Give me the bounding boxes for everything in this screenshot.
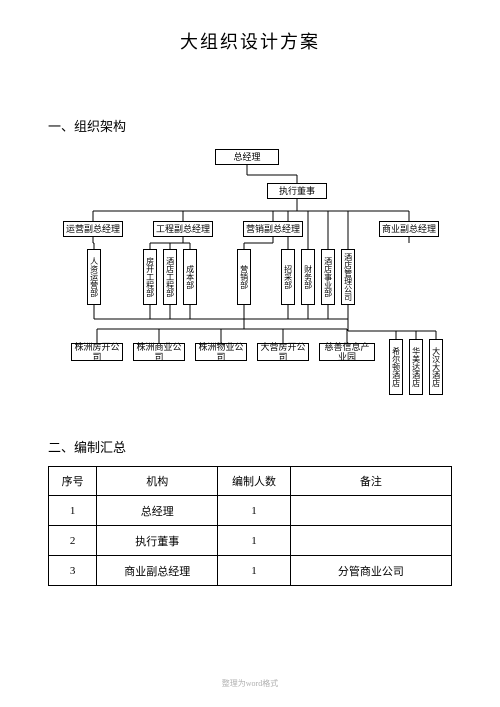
- page-title: 大组织设计方案: [0, 0, 500, 54]
- org-node-h2: 华美达酒店: [409, 339, 423, 395]
- org-node-d_proc: 招采部: [281, 249, 295, 305]
- org-node-d_hotelEng: 酒店工程部: [163, 249, 177, 305]
- table-cell: 商业副总经理: [97, 556, 218, 586]
- org-node-vp_mkt: 营销副总经理: [243, 221, 303, 237]
- section-1-heading: 一、组织架构: [48, 116, 500, 135]
- table-cell: 3: [49, 556, 97, 586]
- org-node-d_sales: 营销部: [237, 249, 251, 305]
- table-cell: 1: [218, 556, 291, 586]
- org-node-vp_eng: 工程副总经理: [153, 221, 213, 237]
- org-node-d_fin: 财务部: [301, 249, 315, 305]
- org-node-d_rest: 房开工程部: [143, 249, 157, 305]
- table-row: 3商业副总经理1分管商业公司: [49, 556, 452, 586]
- table-cell: 1: [49, 496, 97, 526]
- org-node-c5: 慈善信息产业园: [319, 343, 375, 361]
- org-node-h1: 希尔顿酒店: [389, 339, 403, 395]
- org-node-d_hr: 人资运营部: [87, 249, 101, 305]
- page-footer: 整理为word格式: [0, 678, 500, 689]
- org-node-c4: 大营房开公司: [257, 343, 309, 361]
- table-cell: 执行董事: [97, 526, 218, 556]
- table-row: 2执行董事1: [49, 526, 452, 556]
- col-remark: 备注: [290, 467, 451, 496]
- org-node-h3: 大汉大酒店: [429, 339, 443, 395]
- org-chart: 总经理执行董事运营副总经理 工程副总经理 营销副总经理 商业副总经理人资运营部 房开工程…: [45, 143, 455, 423]
- table-cell: 1: [218, 496, 291, 526]
- table-cell: 总经理: [97, 496, 218, 526]
- org-node-d_hotelBiz: 酒店事业部: [321, 249, 335, 305]
- table-cell: [290, 496, 451, 526]
- org-node-c2: 株洲商业公司: [133, 343, 185, 361]
- org-node-ed: 执行董事: [267, 183, 327, 199]
- org-node-d_hotelMgmt: 酒店管理公司: [341, 249, 355, 305]
- col-org: 机构: [97, 467, 218, 496]
- org-node-d_cost: 成本部: [183, 249, 197, 305]
- org-node-gm: 总经理: [215, 149, 279, 165]
- table-row: 1总经理1: [49, 496, 452, 526]
- table-cell: 1: [218, 526, 291, 556]
- table-header-row: 序号 机构 编制人数 备注: [49, 467, 452, 496]
- table-cell: [290, 526, 451, 556]
- org-node-vp_op: 运营副总经理: [63, 221, 123, 237]
- col-seq: 序号: [49, 467, 97, 496]
- org-node-vp_biz: 商业副总经理: [379, 221, 439, 237]
- org-node-c3: 株洲物业公司: [195, 343, 247, 361]
- table-body: 1总经理12执行董事13商业副总经理1分管商业公司: [49, 496, 452, 586]
- col-count: 编制人数: [218, 467, 291, 496]
- table-cell: 2: [49, 526, 97, 556]
- section-2-heading: 二、编制汇总: [48, 437, 500, 456]
- table-cell: 分管商业公司: [290, 556, 451, 586]
- staffing-table: 序号 机构 编制人数 备注 1总经理12执行董事13商业副总经理1分管商业公司: [48, 466, 452, 586]
- org-node-c1: 株洲房开公司: [71, 343, 123, 361]
